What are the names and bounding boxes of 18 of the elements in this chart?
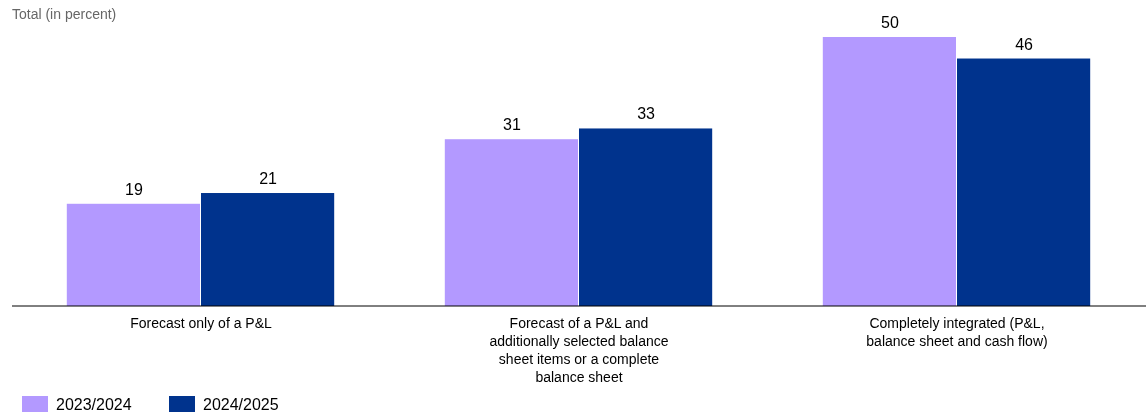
- bar: [201, 193, 335, 306]
- x-tick-label: Completely integrated (P&L, balance sheet and cash flow): [866, 315, 1048, 349]
- legend-label: 2023/2024: [56, 396, 132, 413]
- data-label: 31: [503, 116, 521, 134]
- data-label: 33: [637, 105, 656, 123]
- data-label: 46: [1015, 35, 1034, 53]
- chart-subtitle: Total (in percent): [12, 6, 117, 22]
- bar: [822, 37, 956, 306]
- bar: [957, 58, 1091, 306]
- bar: [579, 128, 713, 306]
- x-tick-label: Forecast only of a P&L: [130, 315, 273, 331]
- data-label: 19: [125, 180, 143, 198]
- data-label: 50: [881, 14, 899, 31]
- bar: [444, 139, 578, 306]
- x-tick-label: Forecast of a P&L and additionally selected balance sheet items or a complete balance sheet: [489, 315, 669, 385]
- bar: [66, 203, 200, 306]
- data-label: 21: [259, 170, 278, 188]
- legend-label: 2024/2025: [203, 396, 279, 413]
